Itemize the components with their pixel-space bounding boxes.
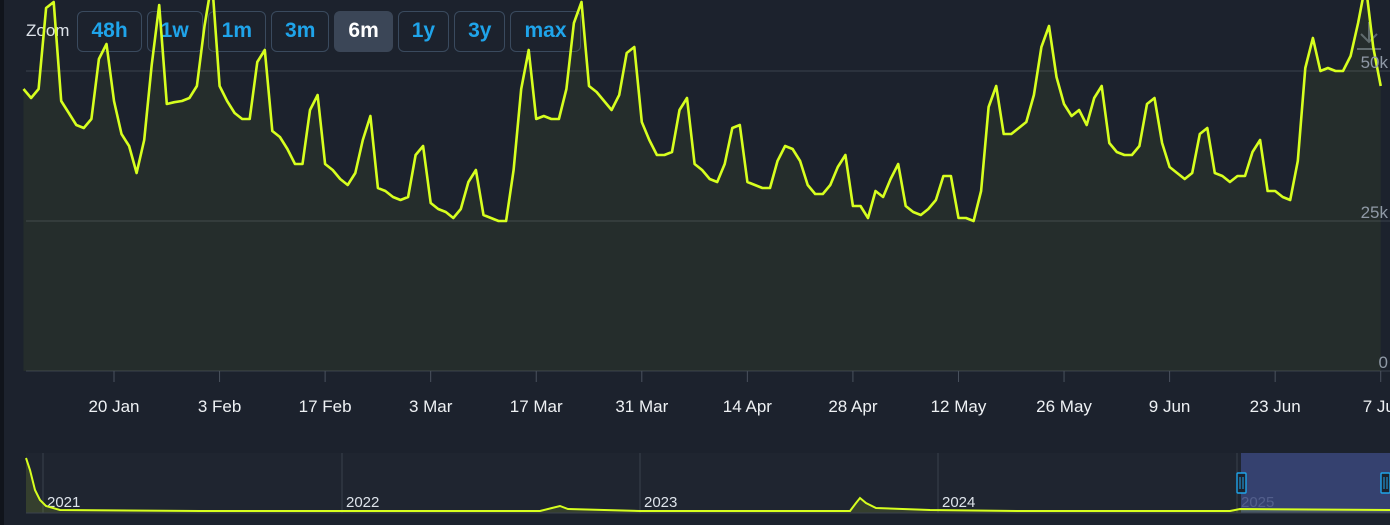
zoom-1y-button[interactable]: 1y bbox=[397, 10, 450, 52]
zoom-6m-button[interactable]: 6m bbox=[334, 10, 393, 52]
x-tick-label: 3 Feb bbox=[198, 397, 241, 416]
x-tick-label: 23 Jun bbox=[1250, 397, 1301, 416]
zoom-1w-button[interactable]: 1w bbox=[146, 10, 203, 52]
navigator-line bbox=[25, 457, 1390, 512]
grid-lines bbox=[26, 70, 1390, 372]
x-tick-label: 20 Jan bbox=[88, 397, 139, 416]
x-tick-label: 7 Jul bbox=[1363, 397, 1390, 416]
zoom-label: Zoom bbox=[26, 21, 69, 41]
left-edge-strip bbox=[0, 0, 4, 525]
x-tick-label: 12 May bbox=[931, 397, 987, 416]
navigator-year-label: 2022 bbox=[346, 494, 379, 511]
navigator-year-label: 2024 bbox=[942, 494, 975, 511]
zoom-3y-button[interactable]: 3y bbox=[454, 10, 506, 52]
y-tick-label: 0 bbox=[1379, 353, 1388, 372]
x-tick-label: 14 Apr bbox=[723, 397, 772, 416]
navigator-selected-range bbox=[1241, 453, 1390, 513]
navigator-left-handle bbox=[1236, 472, 1247, 494]
navigator-year-label: 2023 bbox=[644, 494, 677, 511]
series-area bbox=[23, 0, 1381, 371]
x-tick-label: 9 Jun bbox=[1149, 397, 1191, 416]
zoom-1m-button[interactable]: 1m bbox=[207, 10, 267, 52]
navigator-background bbox=[26, 453, 1390, 513]
x-tick-label: 17 Mar bbox=[510, 397, 563, 416]
navigator[interactable]: 20212022202320242025 bbox=[25, 453, 1390, 514]
y-tick-label: 25k bbox=[1361, 203, 1389, 222]
navigator-year-label: 2021 bbox=[47, 494, 80, 511]
download-icon[interactable] bbox=[1356, 20, 1382, 52]
zoom-bar: Zoom 48h 1w 1m 3m 6m 1y 3y max bbox=[26, 10, 586, 52]
series-area-fill bbox=[23, 0, 1381, 371]
zoom-max-button[interactable]: max bbox=[510, 10, 581, 52]
y-tick-label: 50k bbox=[1361, 53, 1389, 72]
navigator-right-handle bbox=[1380, 472, 1390, 494]
x-tick-label: 28 Apr bbox=[828, 397, 877, 416]
y-axis-labels: 0 25k 50k bbox=[1361, 53, 1389, 372]
series-line-path bbox=[22, 0, 1382, 223]
zoom-3m-button[interactable]: 3m bbox=[271, 10, 330, 52]
x-tick-label: 31 Mar bbox=[615, 397, 668, 416]
x-tick-label: 26 May bbox=[1036, 397, 1092, 416]
x-tick-label: 3 Mar bbox=[409, 397, 453, 416]
x-tick-label: 17 Feb bbox=[299, 397, 352, 416]
series-line bbox=[22, 0, 1382, 223]
x-axis: 20 Jan 3 Feb 17 Feb 3 Mar 17 Mar 31 Mar 14 Apr… bbox=[88, 371, 1390, 416]
zoom-48h-button[interactable]: 48h bbox=[77, 10, 142, 52]
